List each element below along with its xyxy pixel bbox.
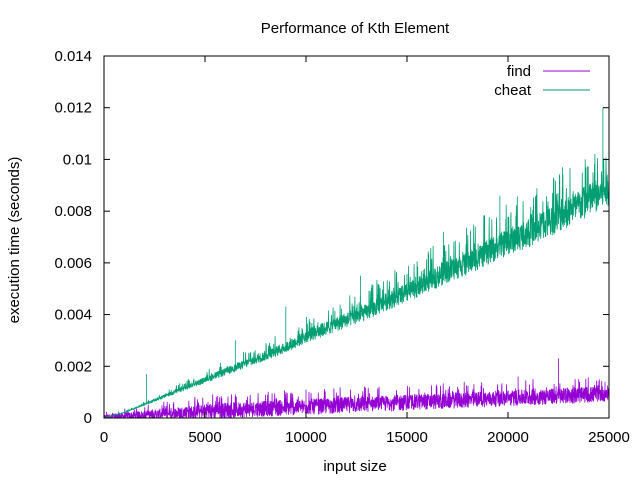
chart-title: Performance of Kth Element	[261, 20, 450, 37]
x-tick-label: 10000	[285, 429, 327, 446]
y-tick-label: 0.004	[54, 307, 92, 324]
x-axis-label: input size	[323, 458, 386, 475]
x-tick-label: 15000	[386, 429, 428, 446]
series-line-cheat	[103, 107, 610, 419]
legend: find cheat	[494, 63, 590, 99]
plot-frame	[103, 55, 610, 419]
y-tick-label: 0.01	[63, 151, 92, 168]
y-tick-label: 0.006	[54, 255, 92, 272]
series-line-find	[103, 358, 610, 419]
legend-label-cheat: cheat	[494, 82, 532, 99]
x-tick-label: 25000	[588, 429, 630, 446]
y-tick-label: 0.002	[54, 358, 92, 375]
y-tick-label: 0	[84, 410, 92, 427]
legend-label-find: find	[507, 63, 531, 80]
y-tick-label: 0.012	[54, 100, 92, 117]
y-axis-label: execution time (seconds)	[6, 157, 23, 324]
y-tick-label: 0.014	[54, 48, 92, 65]
x-tick-label: 5000	[188, 429, 221, 446]
x-tick-label: 0	[100, 429, 108, 446]
y-tick-label: 0.008	[54, 203, 92, 220]
x-tick-label: 20000	[487, 429, 529, 446]
